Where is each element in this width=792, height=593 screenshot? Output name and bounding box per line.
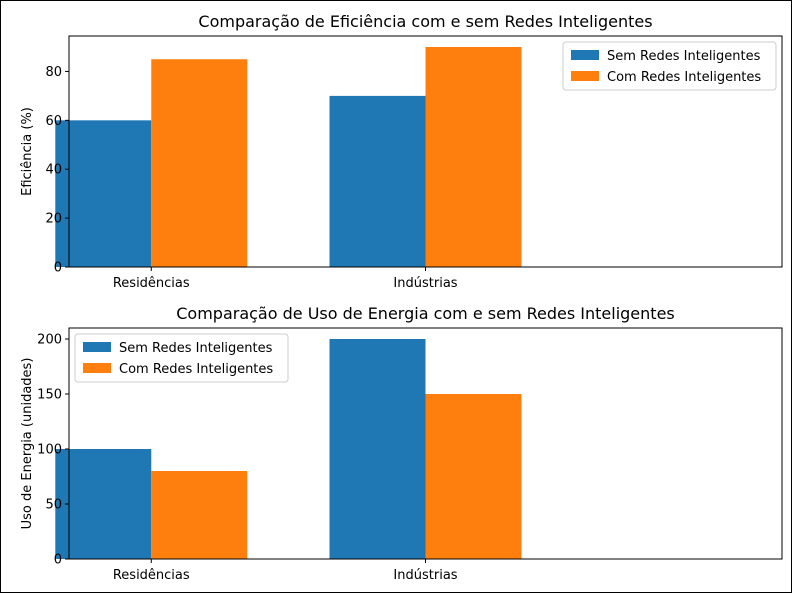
x-tick-label: Residências xyxy=(113,568,190,583)
bar-com-1 xyxy=(425,394,522,559)
bar-com-0 xyxy=(151,59,248,267)
legend-swatch-com xyxy=(83,363,111,373)
legend-label: Com Redes Inteligentes xyxy=(119,362,273,377)
x-tick-label: Indústrias xyxy=(393,568,457,583)
legend: Sem Redes Inteligentes Com Redes Intelige… xyxy=(74,333,289,383)
legend: Sem Redes Inteligentes Com Redes Intelige… xyxy=(562,41,777,91)
y-tick-label: 0 xyxy=(54,553,62,568)
y-tick-label: 80 xyxy=(45,65,62,80)
x-tick-label: Indústrias xyxy=(393,276,457,291)
legend-box xyxy=(74,333,289,383)
chart-title: Comparação de Uso de Energia com e sem R… xyxy=(176,304,675,323)
y-tick-label: 60 xyxy=(45,114,62,129)
legend-swatch-sem xyxy=(571,50,599,60)
y-tick-label: 20 xyxy=(45,212,62,227)
legend-label: Sem Redes Inteligentes xyxy=(119,341,273,356)
legend-label: Com Redes Inteligentes xyxy=(607,70,761,85)
chart-title: Comparação de Eficiência com e sem Redes… xyxy=(198,12,652,31)
x-tick-label: Residências xyxy=(113,276,190,291)
bar-sem-0 xyxy=(55,449,152,559)
bar-com-1 xyxy=(425,47,522,267)
y-tick-label: 0 xyxy=(54,261,62,276)
y-tick-label: 100 xyxy=(37,443,62,458)
bar-com-0 xyxy=(151,471,248,559)
chart-2: 0 50 100 150 200 Residências Indústrias Compara… xyxy=(20,304,783,583)
legend-swatch-sem xyxy=(83,342,111,352)
y-axis-label: Eficiência (%) xyxy=(20,107,35,196)
bar-sem-0 xyxy=(55,120,152,267)
y-tick-label: 150 xyxy=(37,388,62,403)
bar-sem-1 xyxy=(329,339,426,559)
legend-label: Sem Redes Inteligentes xyxy=(607,49,761,64)
chart-1: 0 20 40 60 80 Residências Indústrias Comparação… xyxy=(20,12,783,291)
bar-sem-1 xyxy=(329,95,426,267)
legend-swatch-com xyxy=(571,71,599,81)
y-tick-label: 40 xyxy=(45,163,62,178)
y-tick-label: 50 xyxy=(45,498,62,513)
y-axis-label: Uso de Energia (unidades) xyxy=(20,358,35,530)
y-tick-label: 200 xyxy=(37,333,62,348)
legend-box xyxy=(562,41,777,91)
